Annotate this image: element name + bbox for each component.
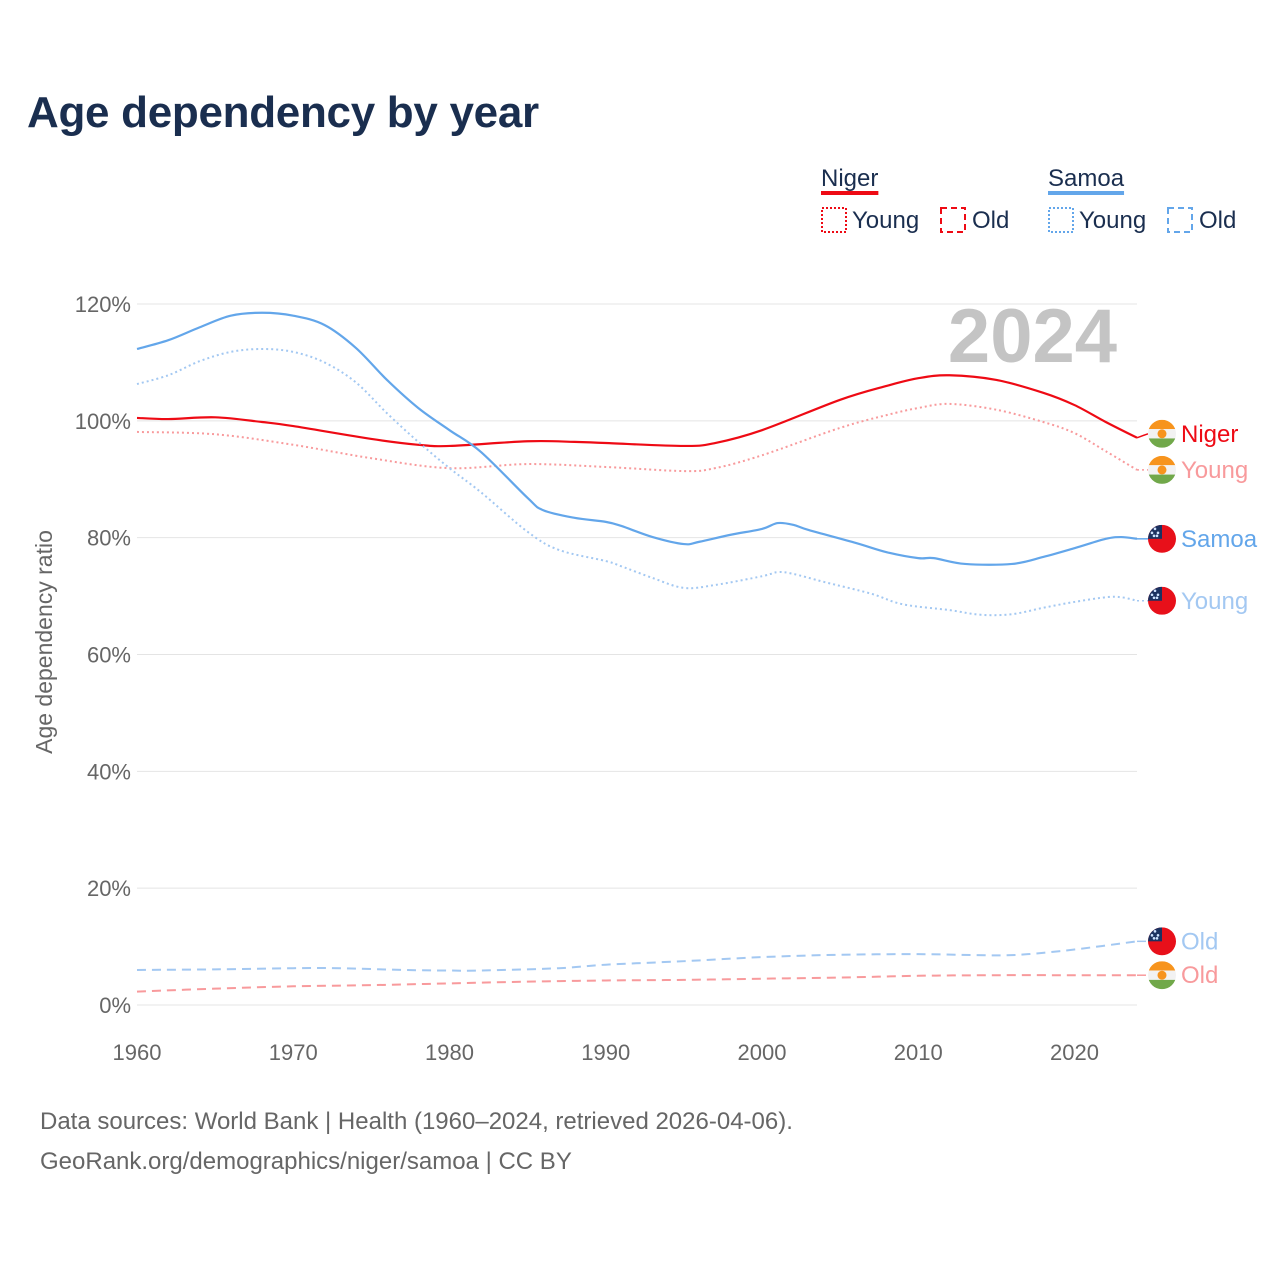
series-line-samoa-young	[136, 347, 1138, 617]
legend-old-label: Old	[1199, 207, 1236, 234]
y-tick-label: 120%	[75, 292, 131, 317]
samoa-flag-icon	[1148, 524, 1176, 553]
series-lines	[136, 311, 1138, 993]
y-tick-label: 80%	[87, 526, 131, 551]
x-tick-label: 2010	[894, 1040, 943, 1065]
x-tick-label: 1980	[425, 1040, 474, 1065]
niger-flag-icon	[1148, 419, 1176, 448]
x-tick-label: 1960	[113, 1040, 162, 1065]
end-label-samoa: Samoa	[1137, 524, 1258, 553]
legend-old-swatch	[1167, 207, 1193, 233]
x-tick-label: 2020	[1050, 1040, 1099, 1065]
series-line-samoa-old	[136, 940, 1138, 972]
legend-country-swatch	[821, 191, 879, 195]
legend-young-label: Young	[852, 207, 919, 234]
end-label-text: Old	[1181, 928, 1218, 955]
y-axis-ticks: 0% 20% 40% 60% 80% 100% 120%	[75, 292, 131, 1018]
end-label-text: Niger	[1181, 421, 1238, 448]
legend: Niger Young Old Samoa Young Old	[821, 165, 1236, 234]
legend-old-label: Old	[972, 207, 1009, 234]
gridlines	[137, 303, 1137, 1006]
series-line-niger-young	[136, 402, 1138, 473]
legend-young-label: Young	[1079, 207, 1146, 234]
end-label-samoa-old: Old	[1137, 927, 1218, 956]
x-tick-label: 2000	[738, 1040, 787, 1065]
legend-group-niger: Niger Young Old	[821, 165, 1009, 234]
series-line-samoa	[136, 311, 1138, 566]
series-line-niger-old	[136, 974, 1137, 993]
legend-young-swatch	[1048, 207, 1074, 233]
y-tick-label: 60%	[87, 643, 131, 668]
x-tick-label: 1970	[269, 1040, 318, 1065]
end-label-text: Young	[1181, 588, 1248, 615]
end-labels: Niger Young Old Samoa Young Old	[1136, 419, 1258, 989]
end-label-text: Samoa	[1181, 526, 1258, 553]
y-tick-label: 100%	[75, 409, 131, 434]
legend-country-label: Niger	[821, 165, 878, 192]
chart-title: Age dependency by year	[27, 88, 539, 137]
legend-young-swatch	[821, 207, 847, 233]
niger-flag-icon	[1148, 961, 1176, 990]
samoa-flag-icon	[1148, 927, 1176, 956]
end-label-niger-young: Young	[1137, 455, 1248, 484]
y-tick-label: 40%	[87, 759, 131, 784]
x-tick-label: 1990	[581, 1040, 630, 1065]
year-watermark: 2024	[948, 294, 1117, 379]
legend-country-swatch	[1048, 191, 1125, 195]
footer-attribution: GeoRank.org/demographics/niger/samoa | C…	[40, 1148, 572, 1175]
legend-old-swatch	[940, 207, 966, 233]
niger-flag-icon	[1148, 455, 1176, 484]
legend-country-label: Samoa	[1048, 165, 1125, 192]
y-tick-label: 0%	[99, 993, 131, 1018]
end-label-text: Young	[1181, 457, 1248, 484]
end-label-niger: Niger	[1136, 419, 1238, 448]
y-axis-label: Age dependency ratio	[31, 530, 57, 754]
samoa-flag-icon	[1148, 586, 1176, 615]
x-axis-ticks: 1960 1970 1980 1990 2000 2010 2020	[113, 1040, 1099, 1065]
footer-sources: Data sources: World Bank | Health (1960–…	[40, 1108, 793, 1135]
end-label-samoa-young: Young	[1137, 586, 1248, 615]
end-label-text: Old	[1181, 962, 1218, 989]
y-tick-label: 20%	[87, 876, 131, 901]
legend-group-samoa: Samoa Young Old	[1048, 165, 1236, 234]
end-label-niger-old: Old	[1137, 961, 1218, 989]
series-line-niger	[136, 374, 1138, 448]
